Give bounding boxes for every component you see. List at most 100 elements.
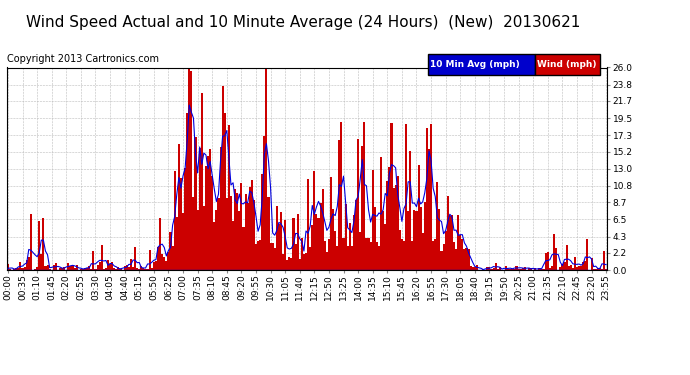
Bar — [457, 215, 460, 270]
Bar — [250, 180, 253, 270]
Bar — [21, 267, 23, 270]
Bar — [255, 244, 257, 270]
Bar — [415, 211, 417, 270]
Bar — [107, 260, 109, 270]
Bar — [15, 268, 17, 270]
Bar — [440, 251, 442, 270]
Bar — [430, 124, 432, 270]
Bar — [368, 238, 370, 270]
Bar — [209, 148, 211, 270]
Bar — [270, 243, 272, 270]
Bar — [372, 170, 374, 270]
Bar — [509, 269, 511, 270]
Bar — [36, 267, 38, 270]
Bar — [470, 266, 472, 270]
Bar — [518, 268, 520, 270]
Bar — [491, 269, 493, 270]
Bar — [409, 151, 411, 270]
Bar — [411, 241, 413, 270]
Bar — [193, 197, 195, 270]
Bar — [399, 230, 401, 270]
Bar — [28, 257, 30, 270]
Bar — [376, 242, 378, 270]
Bar — [482, 269, 484, 270]
Bar — [384, 224, 386, 270]
Bar — [105, 268, 107, 270]
Bar — [511, 269, 513, 270]
Bar — [262, 174, 264, 270]
Bar — [195, 136, 197, 270]
Bar — [88, 266, 90, 270]
Bar — [205, 166, 207, 270]
Bar — [82, 269, 84, 270]
Bar — [420, 207, 422, 270]
Bar — [334, 231, 336, 270]
Text: Wind Speed Actual and 10 Minute Average (24 Hours)  (New)  20130621: Wind Speed Actual and 10 Minute Average … — [26, 15, 581, 30]
Bar — [23, 267, 26, 270]
Bar — [544, 253, 546, 270]
Bar — [307, 178, 309, 270]
Bar — [393, 188, 395, 270]
Bar — [515, 266, 518, 270]
Bar — [59, 268, 61, 270]
Bar — [257, 242, 259, 270]
Bar — [203, 206, 205, 270]
Bar — [520, 269, 522, 270]
Bar — [497, 269, 499, 270]
Bar — [534, 268, 536, 270]
Bar — [159, 218, 161, 270]
Bar — [201, 93, 203, 270]
Bar — [236, 194, 238, 270]
Bar — [605, 269, 607, 270]
Bar — [495, 262, 497, 270]
Bar — [317, 218, 319, 270]
Bar — [232, 221, 234, 270]
Bar — [455, 249, 457, 270]
Bar — [295, 244, 297, 270]
Bar — [401, 239, 403, 270]
Bar — [366, 238, 368, 270]
Bar — [362, 146, 364, 270]
Bar — [190, 71, 193, 270]
Bar — [507, 268, 509, 270]
Bar — [582, 262, 584, 270]
Bar — [92, 251, 95, 270]
Bar — [174, 171, 176, 270]
Bar — [413, 210, 415, 270]
Bar — [574, 257, 576, 270]
Bar — [319, 203, 322, 270]
Bar — [19, 262, 21, 270]
Bar — [176, 217, 178, 270]
Bar — [422, 233, 424, 270]
Bar — [264, 136, 266, 270]
Bar — [568, 266, 570, 270]
Bar — [434, 239, 436, 270]
Bar — [17, 268, 19, 270]
Bar — [286, 260, 288, 270]
Bar — [221, 86, 224, 270]
Bar — [150, 268, 152, 270]
Bar — [30, 214, 32, 270]
Bar — [344, 204, 346, 270]
Bar — [70, 266, 72, 270]
Text: Copyright 2013 Cartronics.com: Copyright 2013 Cartronics.com — [7, 54, 159, 64]
Bar — [322, 189, 324, 270]
Bar — [186, 113, 188, 270]
Bar — [152, 262, 155, 270]
Bar — [280, 211, 282, 270]
Bar — [505, 266, 507, 270]
Bar — [403, 241, 405, 270]
Bar — [555, 248, 558, 270]
Bar — [346, 246, 348, 270]
Bar — [597, 268, 599, 270]
Bar — [468, 249, 470, 270]
Bar — [299, 259, 301, 270]
Bar — [240, 183, 242, 270]
Bar — [230, 196, 232, 270]
Bar — [288, 258, 290, 270]
Bar — [370, 242, 372, 270]
Bar — [348, 224, 351, 270]
Bar — [528, 268, 530, 270]
Bar — [603, 251, 605, 270]
Bar — [395, 185, 397, 270]
